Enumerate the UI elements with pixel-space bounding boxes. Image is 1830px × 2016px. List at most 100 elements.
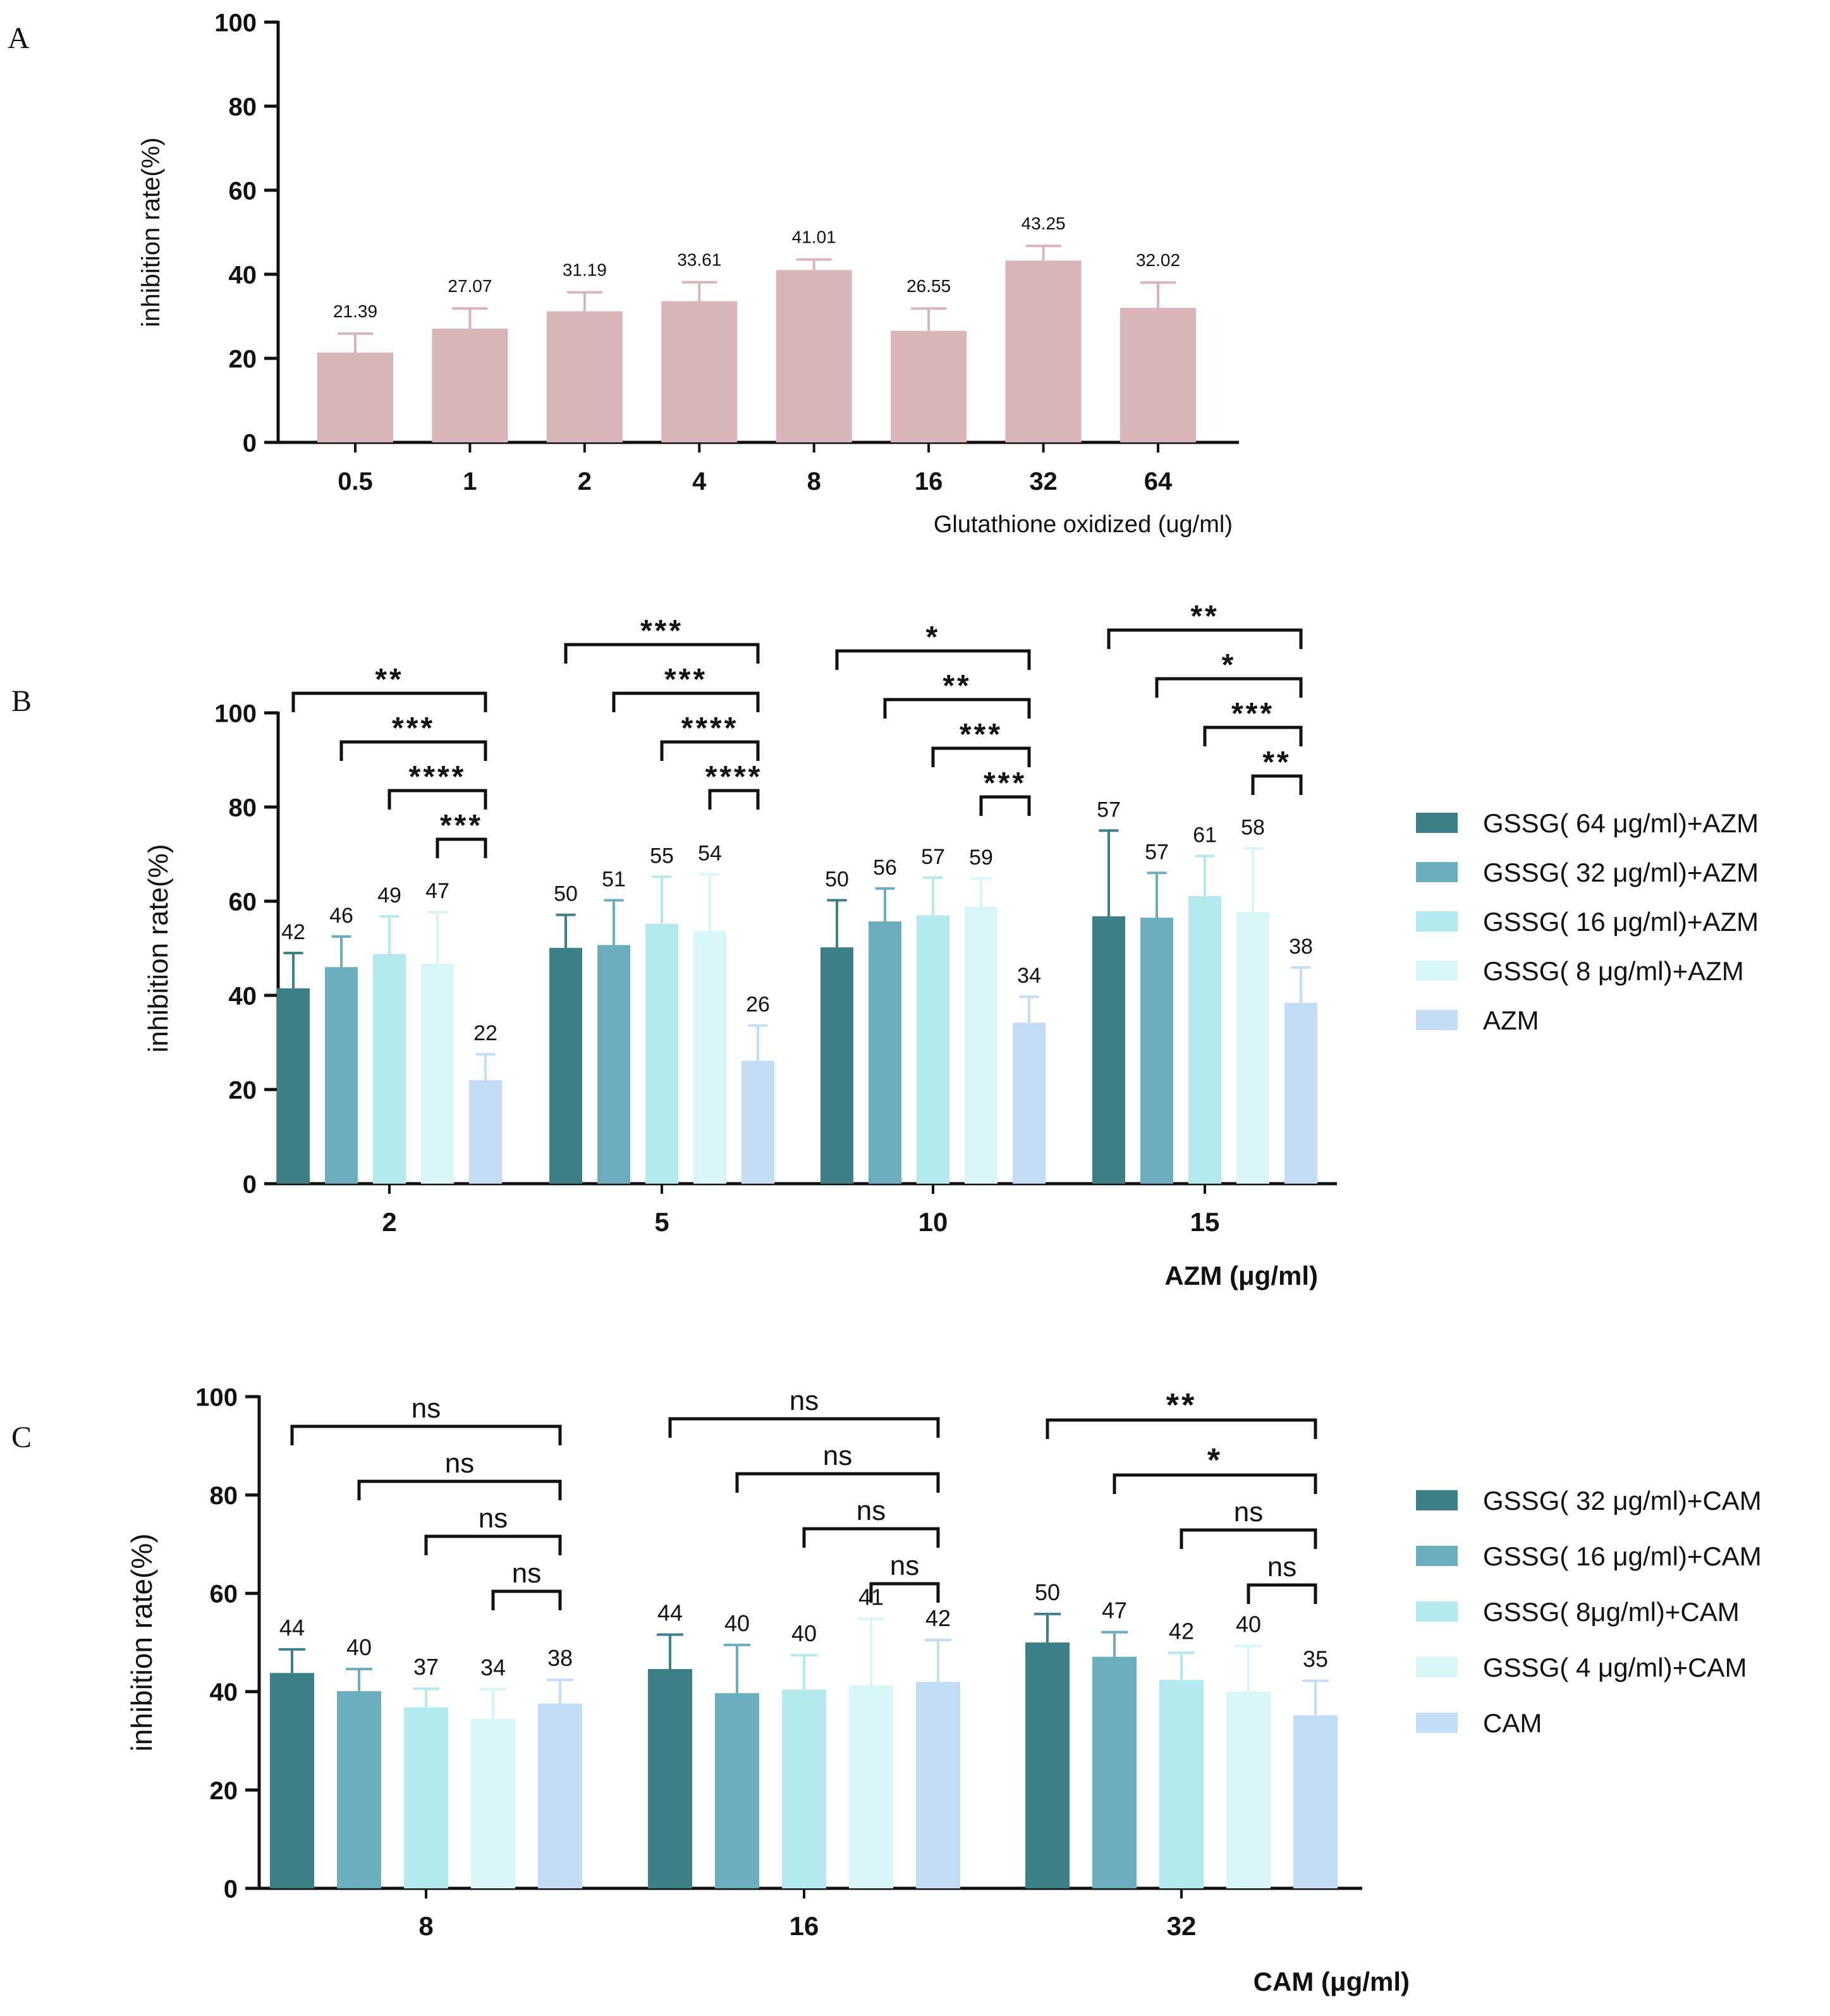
legend-label: GSSG( 32 μg/ml)+CAM [1483,1486,1762,1515]
y-tick-label: 80 [229,794,257,822]
data-label: 47 [1102,1598,1127,1624]
bar [715,1693,759,1888]
legend-swatch [1416,862,1458,882]
bar [849,1685,893,1888]
data-label: 38 [547,1645,573,1671]
data-label: 55 [650,844,674,868]
y-tick-label: 100 [214,700,257,727]
bar [1140,918,1173,1184]
legend-swatch [1416,961,1458,981]
significance-bracket [290,1424,562,1445]
data-label: 26.55 [906,276,951,296]
x-tick-label: 64 [1144,468,1173,495]
significance-label: *** [392,712,435,745]
data-label: 49 [377,884,401,908]
bar [277,988,310,1184]
significance-bracket [291,691,487,712]
y-tick-label: 20 [229,1076,257,1104]
bar [373,954,406,1184]
data-label: 31.19 [563,260,607,280]
x-tick-label: 2 [578,468,592,495]
bar [404,1707,448,1888]
significance-label: ns [890,1550,919,1581]
chart-panel-b: 0 20 40 60 80 100 inhibition rate(%) AZM (μg/ml… [143,600,1337,1290]
legend-c: GSSG( 32 μg/ml)+CAM GSSG( 16 μg/ml)+CAM GS… [1416,1486,1762,1738]
data-label: 56 [873,856,897,880]
x-tick-label: 32 [1029,468,1058,495]
bar-8 [776,270,852,442]
significance-label: ns [790,1385,819,1416]
significance-label: *** [664,663,707,696]
significance-bracket [1046,1418,1317,1439]
data-label: 34 [1017,964,1041,988]
bar [471,1718,515,1888]
bar [538,1703,582,1888]
data-label: 35 [1303,1646,1328,1672]
significance-label: *** [640,614,683,648]
x-tick-label: 8 [807,468,821,495]
legend-label: GSSG( 16 μg/ml)+CAM [1483,1541,1762,1571]
bar-0.5 [317,352,393,442]
bar-2 [546,311,623,442]
data-label: 27.07 [448,276,492,296]
significance-label: **** [705,760,763,794]
bar-32 [1005,260,1082,442]
y-tick-label: 40 [210,1679,238,1706]
significance-bracket [1155,677,1303,698]
significance-bracket [612,691,760,712]
bar [916,1682,960,1888]
y-tick-label: 40 [229,982,257,1010]
legend-swatch [1416,1010,1458,1030]
x-axis-title: CAM (μg/ml) [1254,1967,1410,1996]
significance-label: ns [479,1503,508,1534]
panel-letter-b: B [11,684,32,718]
bar [549,947,582,1184]
data-label: 42 [281,920,305,944]
significance-bracket [339,740,487,761]
data-label: 44 [279,1615,305,1641]
bar [1025,1643,1070,1888]
significance-bracket [802,1527,940,1548]
bar-16 [891,331,967,442]
bar-4 [661,301,738,442]
bar [648,1669,692,1888]
y-axis-title: inhibition rate(%) [137,137,165,327]
significance-bracket [883,698,1031,719]
data-label: 26 [746,993,770,1017]
significance-label: **** [681,712,739,745]
legend-swatch [1416,1657,1458,1677]
data-label: 44 [657,1600,683,1626]
legend-swatch [1416,1546,1458,1566]
legend-swatch [1416,813,1458,833]
data-label: 34 [480,1655,506,1680]
significance-label: * [1207,1442,1223,1479]
legend-swatch [1416,1713,1458,1733]
x-tick-label: 32 [1167,1911,1197,1941]
data-label: 22 [473,1021,497,1045]
data-label: 57 [1097,798,1121,822]
x-tick-label: 2 [382,1207,396,1237]
bar [1226,1691,1271,1888]
significance-bracket [979,795,1031,816]
significance-label: ns [1234,1497,1263,1527]
x-tick-label: 1 [463,468,477,495]
significance-bracket [931,746,1031,767]
legend-swatch [1416,1601,1458,1622]
data-label: 50 [554,882,578,906]
bar [1188,896,1221,1184]
data-label: 40 [791,1620,817,1646]
x-tick-label: 16 [790,1911,819,1941]
x-tick-label: 5 [654,1207,669,1237]
significance-bracket [357,1479,562,1500]
data-label: 32.02 [1136,250,1180,270]
significance-label: * [926,621,941,654]
y-tick-label: 60 [229,177,257,205]
data-label: 37 [413,1654,439,1680]
significance-bracket [564,643,760,664]
bar [270,1673,314,1888]
significance-bracket [436,837,487,858]
bar [337,1691,381,1888]
bar [597,945,630,1184]
bar [693,930,726,1184]
y-tick-label: 60 [229,888,257,916]
